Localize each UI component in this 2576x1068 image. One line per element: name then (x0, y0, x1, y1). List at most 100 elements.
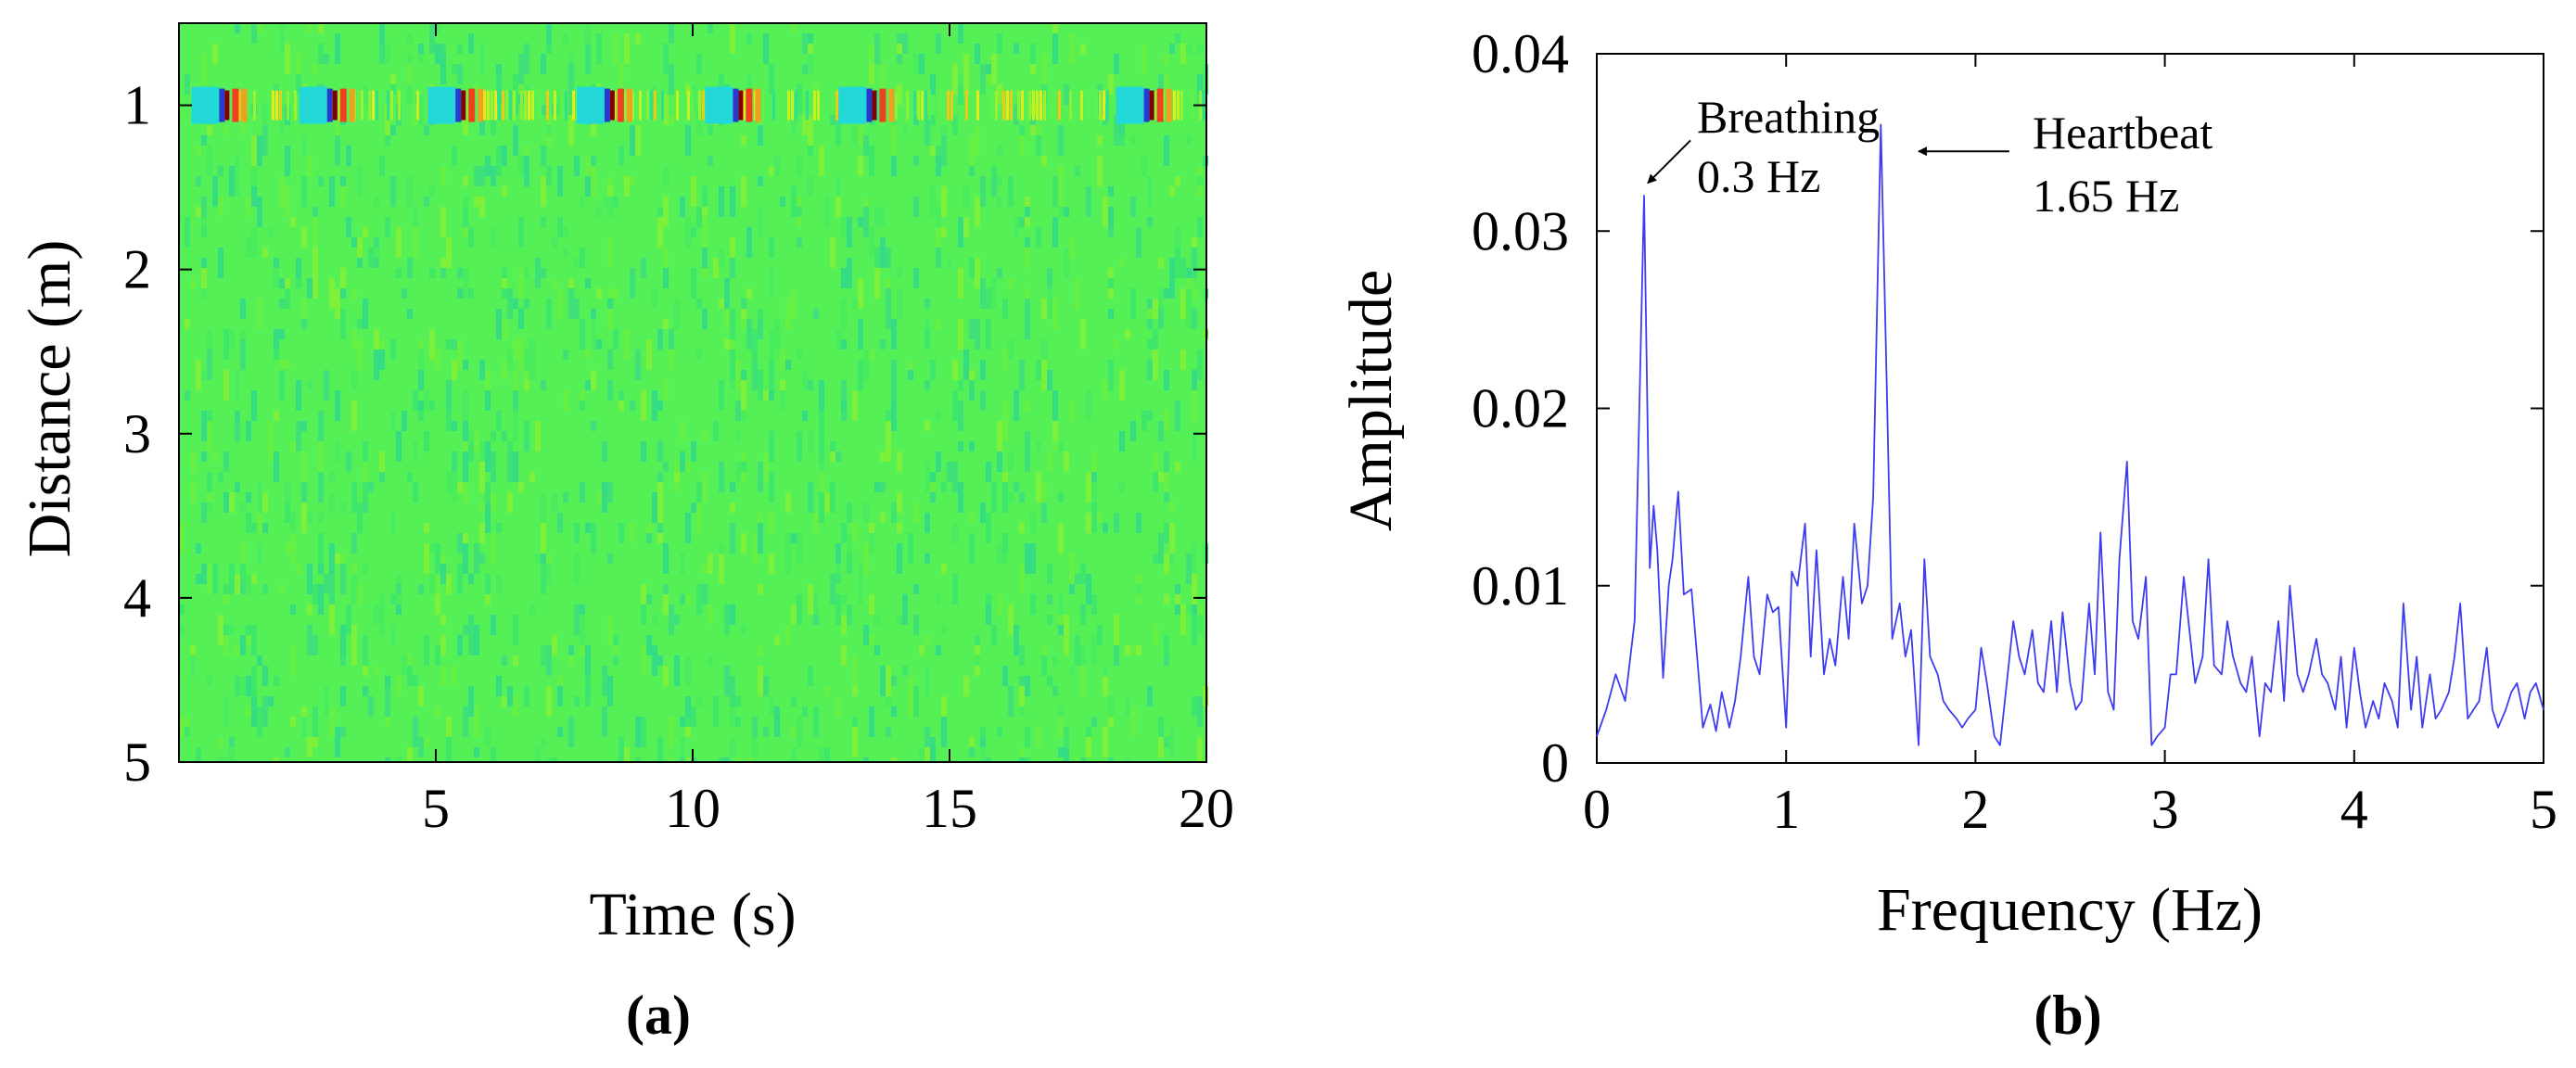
heatmap-noise-cell (1002, 299, 1008, 319)
heatmap-noise-cell (1164, 523, 1169, 543)
heatmap-noise-cell (424, 197, 429, 207)
heatmap-noise-cell (563, 227, 568, 237)
heatmap-noise-cell (513, 615, 518, 645)
heatmap-noise-cell (1164, 370, 1169, 390)
heatmap-event-orange (888, 88, 895, 122)
heatmap-noise-cell (1192, 237, 1197, 248)
heatmap-band-cell (772, 90, 775, 121)
heatmap-noise-cell (841, 645, 847, 666)
heatmap-noise-cell (318, 472, 324, 502)
heatmap-noise-cell (1147, 176, 1153, 207)
heatmap-noise-cell (246, 513, 251, 533)
spectrum-ticks: 0 1 2 3 4 500.010.020.030.04 (1472, 23, 2557, 840)
heatmap-noise-cell (641, 441, 646, 462)
heatmap-noise-cell (841, 615, 847, 635)
heatmap-noise-cell (735, 757, 741, 762)
heatmap-noise-cell (1025, 207, 1030, 217)
heatmap-noise-cell (830, 441, 835, 451)
heatmap-noise-cell (1052, 299, 1058, 329)
heatmap-noise-cell (1064, 248, 1069, 278)
heatmap-band-cell (906, 90, 909, 121)
heatmap-noise-cell (897, 84, 902, 105)
heatmap-event-orange (241, 88, 248, 122)
heatmap-noise-cell (952, 462, 958, 492)
heatmap-band-cell (1051, 90, 1053, 121)
heatmap-band-cell (698, 90, 701, 121)
heatmap-noise-cell (641, 584, 646, 615)
heatmap-noise-cell (1014, 390, 1019, 421)
heatmap-band-cell (1088, 90, 1090, 121)
heatmap-noise-cell (379, 604, 385, 635)
heatmap-noise-cell (1164, 655, 1169, 666)
heatmap-noise-cell (390, 339, 396, 360)
heatmap-noise-cell (262, 125, 268, 156)
heatmap-noise-cell (201, 502, 207, 523)
heatmap-noise-cell (240, 584, 246, 594)
heatmap-noise-cell (468, 574, 474, 584)
heatmap-noise-cell (1075, 278, 1080, 309)
heatmap-noise-cell (251, 666, 257, 696)
heatmap-noise-cell (830, 574, 835, 604)
heatmap-noise-cell (724, 604, 730, 635)
heatmap-noise-cell (719, 553, 724, 584)
heatmap-noise-cell (279, 176, 285, 207)
heatmap-noise-cell (886, 696, 891, 706)
heatmap-noise-cell (841, 299, 847, 329)
heatmap-noise-cell (246, 676, 251, 696)
heatmap-noise-cell (218, 615, 223, 645)
heatmap-noise-cell (363, 502, 368, 513)
heatmap-noise-cell (863, 502, 869, 523)
heatmap-noise-cell (290, 645, 296, 676)
heatmap-noise-cell (557, 727, 563, 737)
heatmap-noise-cell (702, 248, 708, 278)
heatmap-noise-cell (1169, 727, 1175, 757)
heatmap-noise-cell (290, 217, 296, 227)
heatmap-band-cell (743, 90, 746, 121)
heatmap-noise-cell (897, 268, 902, 278)
heatmap-noise-cell (446, 237, 452, 268)
heatmap-noise-cell (1069, 666, 1075, 676)
heatmap-band-cell (791, 90, 794, 121)
heatmap-noise-cell (301, 421, 307, 431)
heatmap-noise-cell (618, 737, 624, 762)
heatmap-noise-cell (329, 278, 335, 309)
heatmap-noise-cell (1002, 666, 1008, 686)
heatmap-noise-cell (808, 666, 813, 686)
heatmap-noise-cell (318, 411, 324, 441)
heatmap-noise-cell (808, 482, 813, 513)
heatmap-noise-cell (413, 207, 418, 227)
heatmap-cells (179, 23, 1208, 762)
heatmap-noise-cell (529, 339, 535, 350)
heatmap-noise-cell (746, 227, 752, 258)
heatmap-noise-cell (1114, 513, 1119, 533)
heatmap-noise-cell (546, 299, 552, 329)
heatmap-noise-cell (691, 441, 696, 462)
heatmap-noise-cell (1047, 370, 1052, 390)
heatmap-noise-cell (491, 227, 496, 248)
heatmap-noise-cell (1025, 248, 1030, 268)
heatmap-noise-cell (301, 502, 307, 533)
heatmap-noise-cell (507, 492, 513, 513)
heatmap-noise-cell (1041, 339, 1047, 360)
heatmap-noise-cell (769, 360, 774, 390)
heatmap-noise-cell (791, 747, 797, 762)
heatmap-noise-cell (758, 523, 763, 553)
heatmap-noise-cell (835, 574, 841, 584)
heatmap-band-cell (387, 90, 389, 121)
heatmap-noise-cell (602, 197, 607, 207)
heatmap-event-blue (455, 88, 462, 122)
heatmap-noise-cell (1180, 350, 1186, 370)
heatmap-noise-cell (1158, 74, 1164, 95)
heatmap-noise-cell (585, 23, 591, 44)
heatmap-noise-cell (869, 706, 874, 737)
heatmap-event-orange (626, 88, 632, 122)
heatmap-noise-cell (240, 676, 246, 696)
heatmap-noise-cell (607, 615, 613, 645)
heatmap-noise-cell (552, 237, 557, 248)
heatmap-noise-cell (351, 400, 357, 411)
heatmap-noise-cell (223, 696, 229, 727)
heatmap-noise-cell (1030, 543, 1036, 574)
heatmap-noise-cell (223, 625, 229, 635)
heatmap-band-cell (379, 90, 382, 121)
heatmap-noise-cell (1175, 33, 1180, 44)
